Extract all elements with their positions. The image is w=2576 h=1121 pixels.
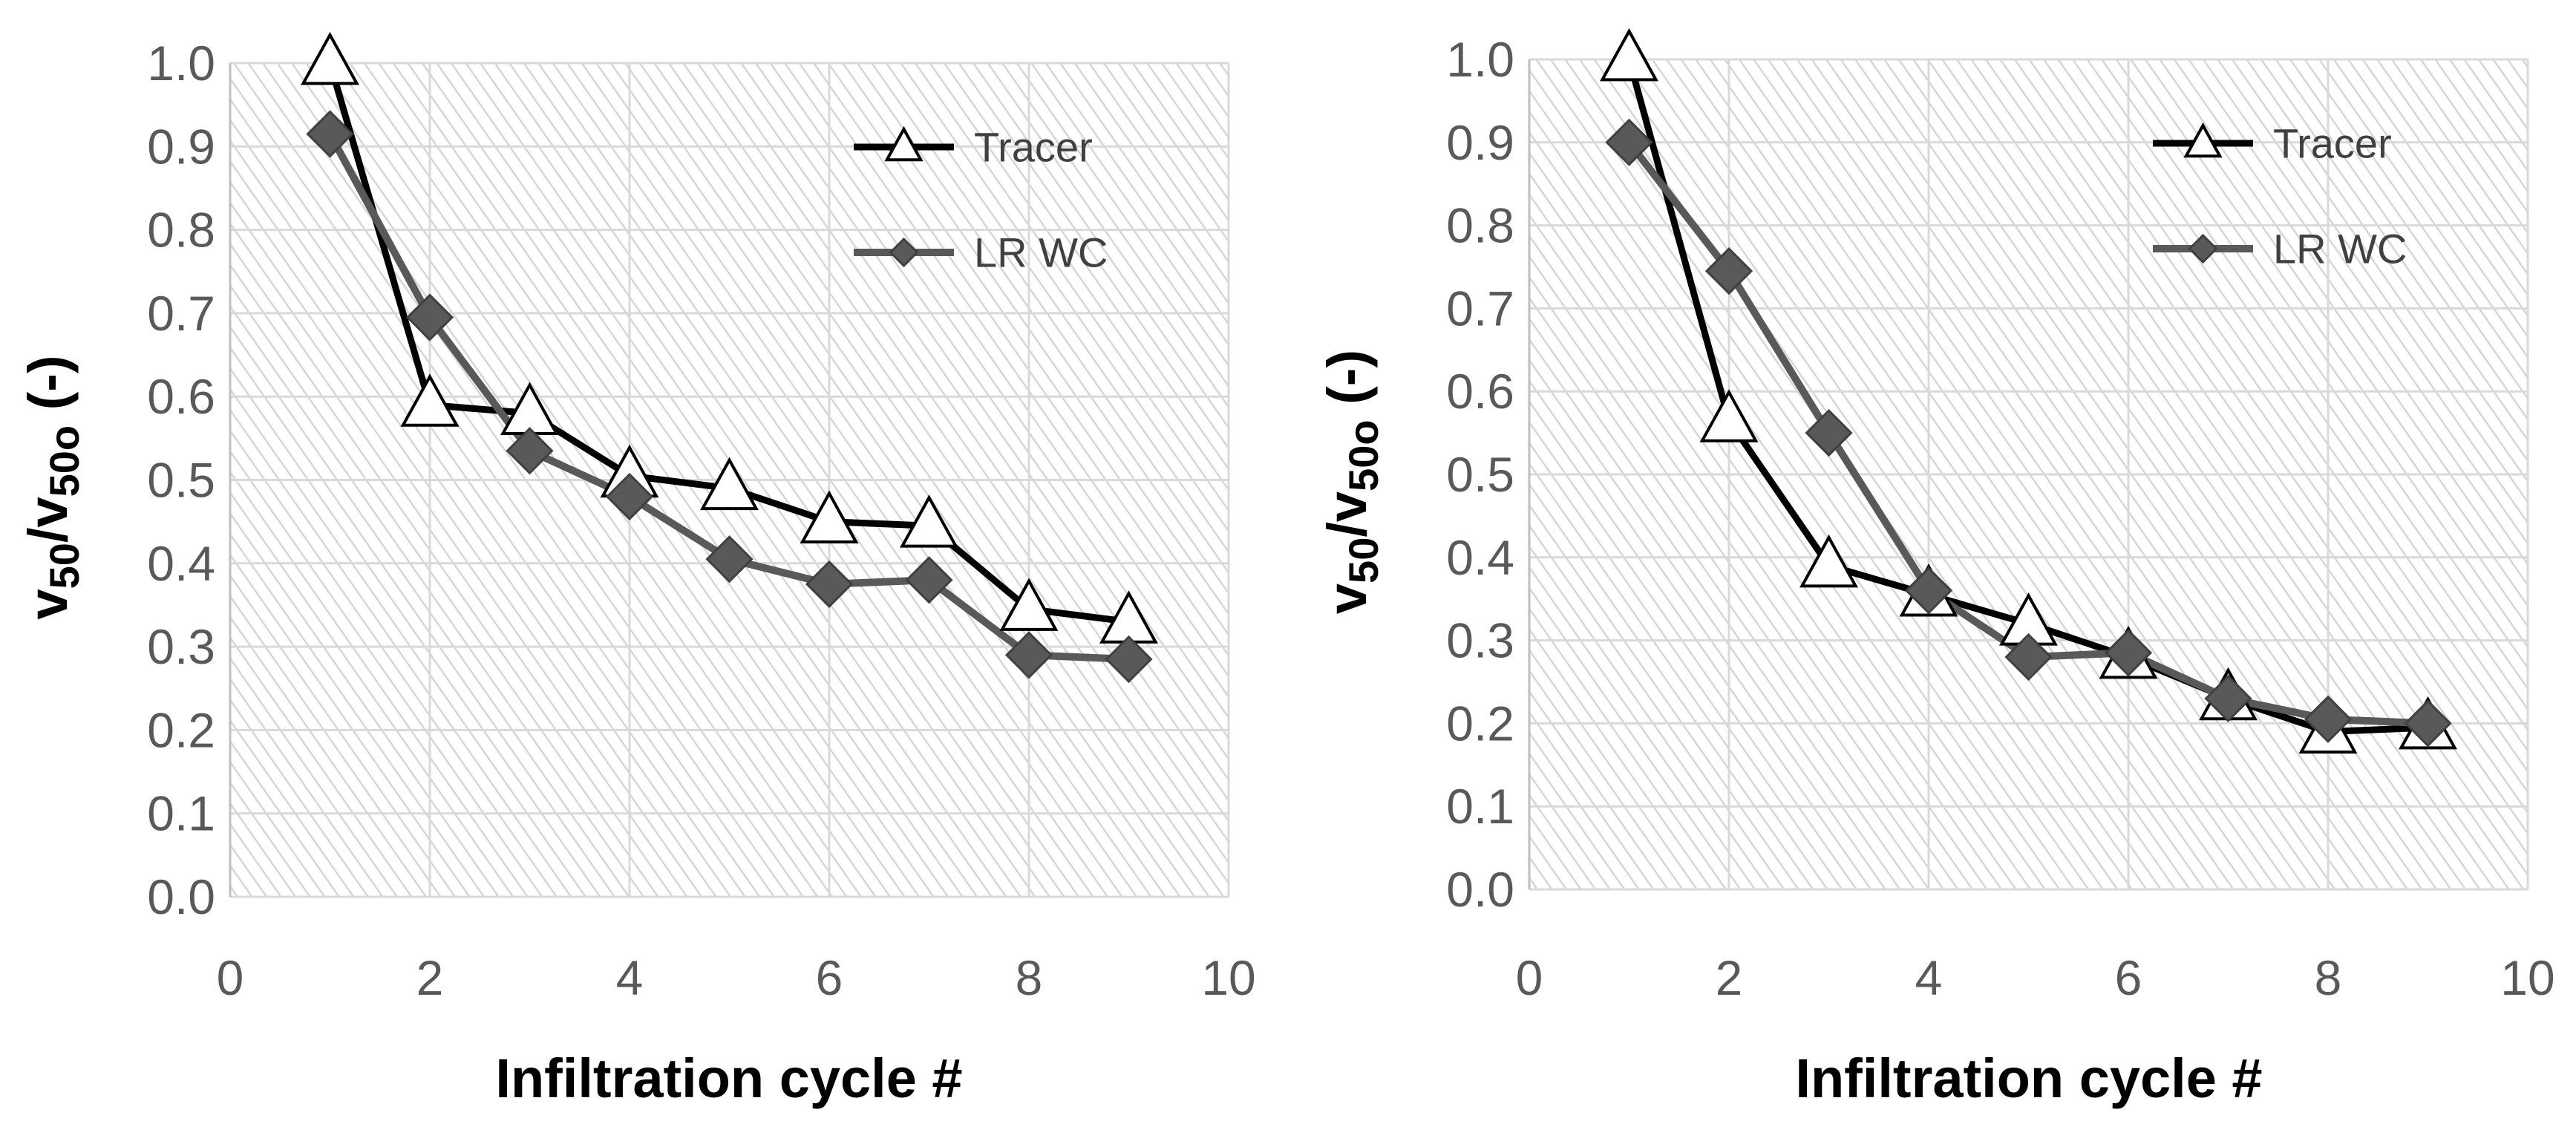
lr-wc-point: [1904, 566, 1953, 615]
tracer-point: [999, 578, 1059, 631]
x-tick-label: 10: [2500, 950, 2554, 1005]
x-tick-label: 0: [217, 950, 244, 1005]
y-tick-label: 0.9: [1446, 115, 1514, 170]
y-tick-label: 0.1: [147, 786, 215, 841]
x-axis-title: Infiltration cycle #: [1795, 1048, 2262, 1109]
y-tick-label: 0.6: [1446, 364, 1514, 419]
y-tick-label: 0.3: [147, 619, 215, 674]
y-tick-label: 1.0: [147, 36, 215, 91]
lr-wc-point: [1805, 408, 1853, 457]
x-tick-label: 8: [2315, 950, 2342, 1005]
y-axis-title: v50/v50o (-): [1316, 350, 1387, 614]
tracer-point: [301, 31, 359, 85]
y-tick-label: 0.5: [147, 453, 215, 508]
y-tick-label: 0.0: [1446, 862, 1514, 917]
legend-label: LR WC: [2273, 226, 2407, 272]
y-tick-label: 0.4: [1446, 530, 1514, 585]
y-axis-title: v50/v50o (-): [17, 355, 88, 619]
x-tick-label: 4: [616, 950, 644, 1005]
legend-item-tracer: Tracer: [854, 124, 1093, 171]
x-axis-title: Infiltration cycle #: [495, 1048, 962, 1109]
legend-marker-diamond: [889, 237, 919, 268]
y-tick-label: 0.9: [147, 119, 215, 174]
lr-wc-point: [2204, 674, 2252, 722]
lr-wc-point: [506, 427, 554, 475]
y-tick-label: 0.6: [147, 369, 215, 424]
legend-marker-diamond: [2188, 233, 2218, 264]
lr-wc-point: [705, 535, 753, 584]
lr-wc-point: [1605, 118, 1653, 166]
tracer-point: [1600, 27, 1658, 82]
legend-label: LR WC: [974, 229, 1108, 276]
lr-wc-point: [405, 293, 454, 341]
legend-marker-triangle: [884, 125, 923, 162]
legend-label: Tracer: [974, 124, 1093, 171]
x-tick-label: 4: [1915, 950, 1943, 1005]
legend-label: Tracer: [2273, 120, 2392, 167]
x-tick-label: 10: [1201, 950, 1255, 1005]
legend-marker-triangle: [2183, 122, 2223, 158]
y-tick-label: 0.3: [1446, 613, 1514, 668]
y-tick-label: 0.7: [147, 286, 215, 341]
tracer-point: [800, 490, 859, 544]
lr-wc-point: [2104, 629, 2153, 677]
y-tick-label: 0.7: [1446, 281, 1514, 336]
y-tick-label: 0.8: [147, 203, 215, 258]
chart-left: 0.0 0.1 0.2 0.3 0.4 0.5 0.6 0.7 0.8 0.9 1.0 0 2 4 6 8 10…: [17, 31, 1256, 1109]
lr-wc-point: [2404, 699, 2452, 748]
lr-wc-point: [605, 472, 654, 521]
tracer-point: [400, 373, 460, 427]
x-tick-label: 6: [2115, 950, 2142, 1005]
lr-wc-point: [306, 110, 354, 158]
y-tick-label: 0.0: [147, 869, 215, 924]
y-tick-label: 0.8: [1446, 198, 1514, 253]
y-tick-label: 0.2: [1446, 696, 1514, 751]
lr-wc-point: [1105, 635, 1153, 684]
lr-wc-point: [805, 560, 854, 608]
x-tick-label: 8: [1016, 950, 1043, 1005]
y-tick-label: 0.5: [1446, 447, 1514, 502]
tracer-point: [900, 494, 958, 548]
tracer-point: [1799, 534, 1858, 588]
lr-wc-point: [2304, 695, 2353, 743]
legend-item-lr-wc: LR WC: [854, 229, 1108, 276]
chart-right: 0.0 0.1 0.2 0.3 0.4 0.5 0.6 0.7 0.8 0.9 1.0 0 2 4 6 8 10…: [1316, 27, 2555, 1109]
lr-wc-point: [2004, 633, 2053, 682]
legend-item-lr-wc: LR WC: [2153, 226, 2407, 272]
tracer-point: [1699, 389, 1759, 442]
lr-wc-point: [1004, 631, 1053, 679]
y-tick-label: 1.0: [1446, 32, 1514, 87]
tracer-point: [700, 457, 759, 511]
y-tick-label: 0.1: [1446, 779, 1514, 834]
y-tick-label: 0.4: [147, 536, 215, 591]
y-tick-label: 0.2: [147, 702, 215, 757]
lr-wc-point: [905, 556, 953, 604]
lr-wc-point: [1704, 246, 1753, 295]
x-tick-label: 2: [1716, 950, 1743, 1005]
x-tick-label: 6: [816, 950, 843, 1005]
x-tick-label: 0: [1516, 950, 1543, 1005]
legend-item-tracer: Tracer: [2153, 120, 2392, 167]
x-tick-label: 2: [416, 950, 444, 1005]
